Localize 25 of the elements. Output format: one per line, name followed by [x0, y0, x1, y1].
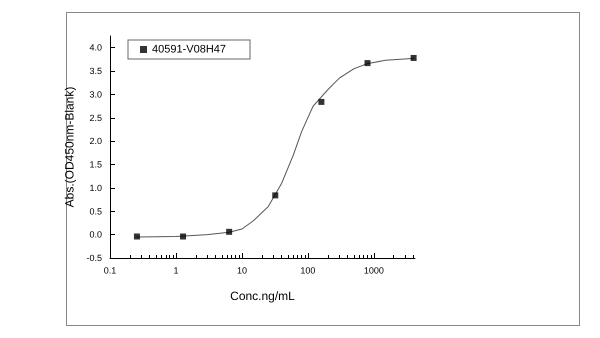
- point: [318, 98, 324, 105]
- point: [134, 234, 140, 240]
- y-tick-label: -0.5: [86, 253, 102, 263]
- point: [272, 192, 278, 198]
- x-tick-label: 100: [300, 266, 316, 276]
- y-tick-label: 3.5: [89, 66, 102, 76]
- x-tick-label: 1: [173, 266, 178, 276]
- legend-label: 40591-V08H47: [152, 44, 226, 56]
- y-tick-label: 0.5: [89, 206, 102, 216]
- y-tick-label: 0.0: [89, 230, 102, 240]
- point: [180, 234, 186, 240]
- x-tick-label: 0.1: [104, 266, 116, 276]
- point: [364, 60, 370, 66]
- y-tick-label: 2.5: [89, 112, 102, 123]
- x-tick-label: 10: [236, 266, 247, 276]
- point: [410, 54, 417, 61]
- y-tick-label: 1.0: [89, 182, 102, 193]
- y-tick-label: 1.5: [89, 160, 102, 170]
- point: [226, 228, 232, 235]
- x-axis-title: Conc.ng/mL: [230, 289, 296, 303]
- y-tick-label: 2.0: [89, 136, 102, 146]
- y-tick-label: 4.0: [89, 42, 102, 53]
- y-axis-title: Abs.(OD450nm-Blank): [62, 86, 77, 208]
- x-tick-label: 1000: [364, 266, 384, 276]
- y-tick-label: 3.0: [89, 89, 102, 100]
